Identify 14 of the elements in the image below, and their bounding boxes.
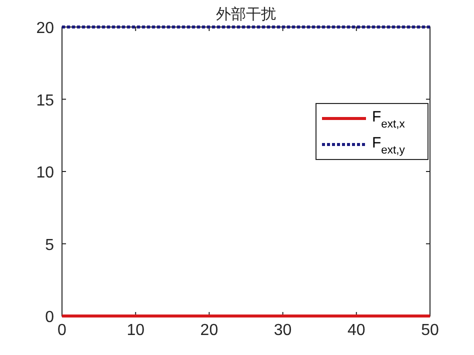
y-tick-label: 0 [45,309,54,326]
chart-title: 外部干扰 [216,6,276,23]
legend-label: F$_{ext,x}$ [372,108,406,130]
x-tick-label: 40 [348,322,366,339]
y-tick-label: 15 [36,92,54,110]
y-tick-label: 10 [36,164,54,182]
x-tick-label: 20 [200,322,218,339]
x-tick-label: 50 [421,322,439,339]
y-tick-label: 5 [45,236,54,254]
x-tick-label: 10 [126,322,145,339]
x-tick-label: 30 [274,322,292,339]
y-tick-label: 20 [36,20,54,37]
x-tick-label: 0 [58,322,67,339]
legend-label: F$_{ext,y}$ [372,134,406,156]
